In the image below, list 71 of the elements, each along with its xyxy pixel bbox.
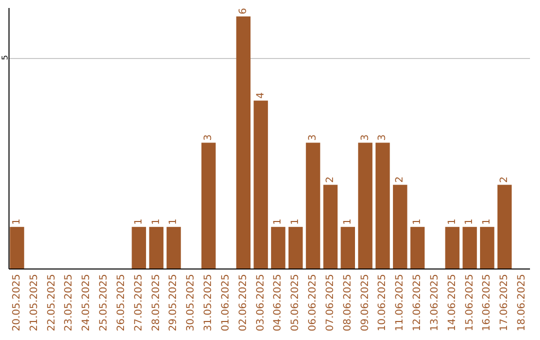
data-label: 1: [342, 218, 354, 225]
data-label: 1: [12, 218, 23, 225]
x-tick-label: 26.05.2025: [116, 274, 127, 332]
x-tick-label: 13.06.2025: [429, 274, 440, 332]
data-label: 1: [412, 218, 424, 225]
x-tick-label: 24.05.2025: [81, 274, 92, 332]
x-tick-label: 01.06.2025: [220, 274, 232, 332]
x-tick-label: 03.06.2025: [255, 274, 266, 332]
bar: [306, 142, 320, 269]
data-label: 1: [168, 218, 180, 225]
data-label: 4: [255, 92, 266, 99]
data-label: 3: [360, 134, 371, 141]
data-label: 1: [482, 218, 493, 225]
x-tick-label: 17.06.2025: [499, 274, 510, 332]
data-label: 1: [464, 218, 476, 225]
bar: [166, 226, 181, 269]
bar: [358, 142, 372, 269]
x-tick-label: 25.05.2025: [98, 274, 110, 332]
data-label: 1: [446, 218, 458, 225]
bar: [10, 226, 24, 269]
x-tick-label: 14.06.2025: [446, 274, 458, 332]
bar: [149, 226, 164, 269]
bar: [445, 226, 460, 269]
x-tick-label: 07.06.2025: [324, 274, 336, 332]
x-tick-label: 30.05.2025: [186, 274, 197, 332]
bar: [480, 226, 494, 269]
x-tick-label: 10.06.2025: [377, 274, 388, 332]
bar: [410, 226, 425, 269]
bar: [288, 226, 303, 269]
x-tick-label: 04.06.2025: [272, 274, 284, 332]
data-label: 3: [308, 134, 319, 141]
bar: [392, 184, 408, 269]
x-tick-label: 23.05.2025: [64, 274, 75, 332]
bar: [323, 184, 338, 269]
bar: [340, 226, 355, 269]
x-tick-label: 08.06.2025: [342, 274, 354, 332]
bar: [236, 16, 251, 269]
x-tick-label: 15.06.2025: [464, 274, 476, 332]
bar: [376, 142, 390, 269]
x-tick-label: 29.05.2025: [168, 274, 180, 332]
data-label: 6: [238, 8, 249, 14]
y-tick-label: 5: [0, 54, 10, 60]
data-label: 1: [133, 218, 144, 225]
bar: [254, 100, 268, 269]
data-label: 2: [499, 176, 510, 183]
x-tick-label: 06.06.2025: [308, 274, 319, 332]
data-label: 1: [290, 218, 302, 225]
bar: [201, 142, 216, 269]
x-tick-label: 05.06.2025: [290, 274, 302, 332]
bar: [132, 226, 146, 269]
bar: [271, 226, 286, 269]
x-tick-label: 16.06.2025: [482, 274, 493, 332]
data-label: 3: [377, 134, 388, 141]
x-tick-label: 31.05.2025: [203, 274, 214, 332]
data-label: 1: [272, 218, 284, 225]
data-label: 3: [203, 134, 214, 141]
x-tick-label: 02.06.2025: [238, 274, 249, 332]
x-tick-label: 12.06.2025: [412, 274, 424, 332]
x-tick-label: 22.05.2025: [46, 274, 58, 332]
x-tick-label: 27.05.2025: [133, 274, 144, 332]
x-tick-label: 28.05.2025: [150, 274, 162, 332]
x-tick-label: 21.05.2025: [28, 274, 40, 332]
x-tick-label: 11.06.2025: [394, 274, 406, 332]
bar: [462, 226, 477, 269]
data-label: 2: [394, 176, 406, 183]
data-label: 2: [324, 176, 336, 183]
x-tick-label: 09.06.2025: [360, 274, 371, 332]
x-tick-label: 18.06.2025: [516, 274, 528, 332]
data-label: 1: [150, 218, 162, 225]
bar: [497, 184, 512, 269]
x-tick-label: 20.05.2025: [12, 274, 23, 332]
